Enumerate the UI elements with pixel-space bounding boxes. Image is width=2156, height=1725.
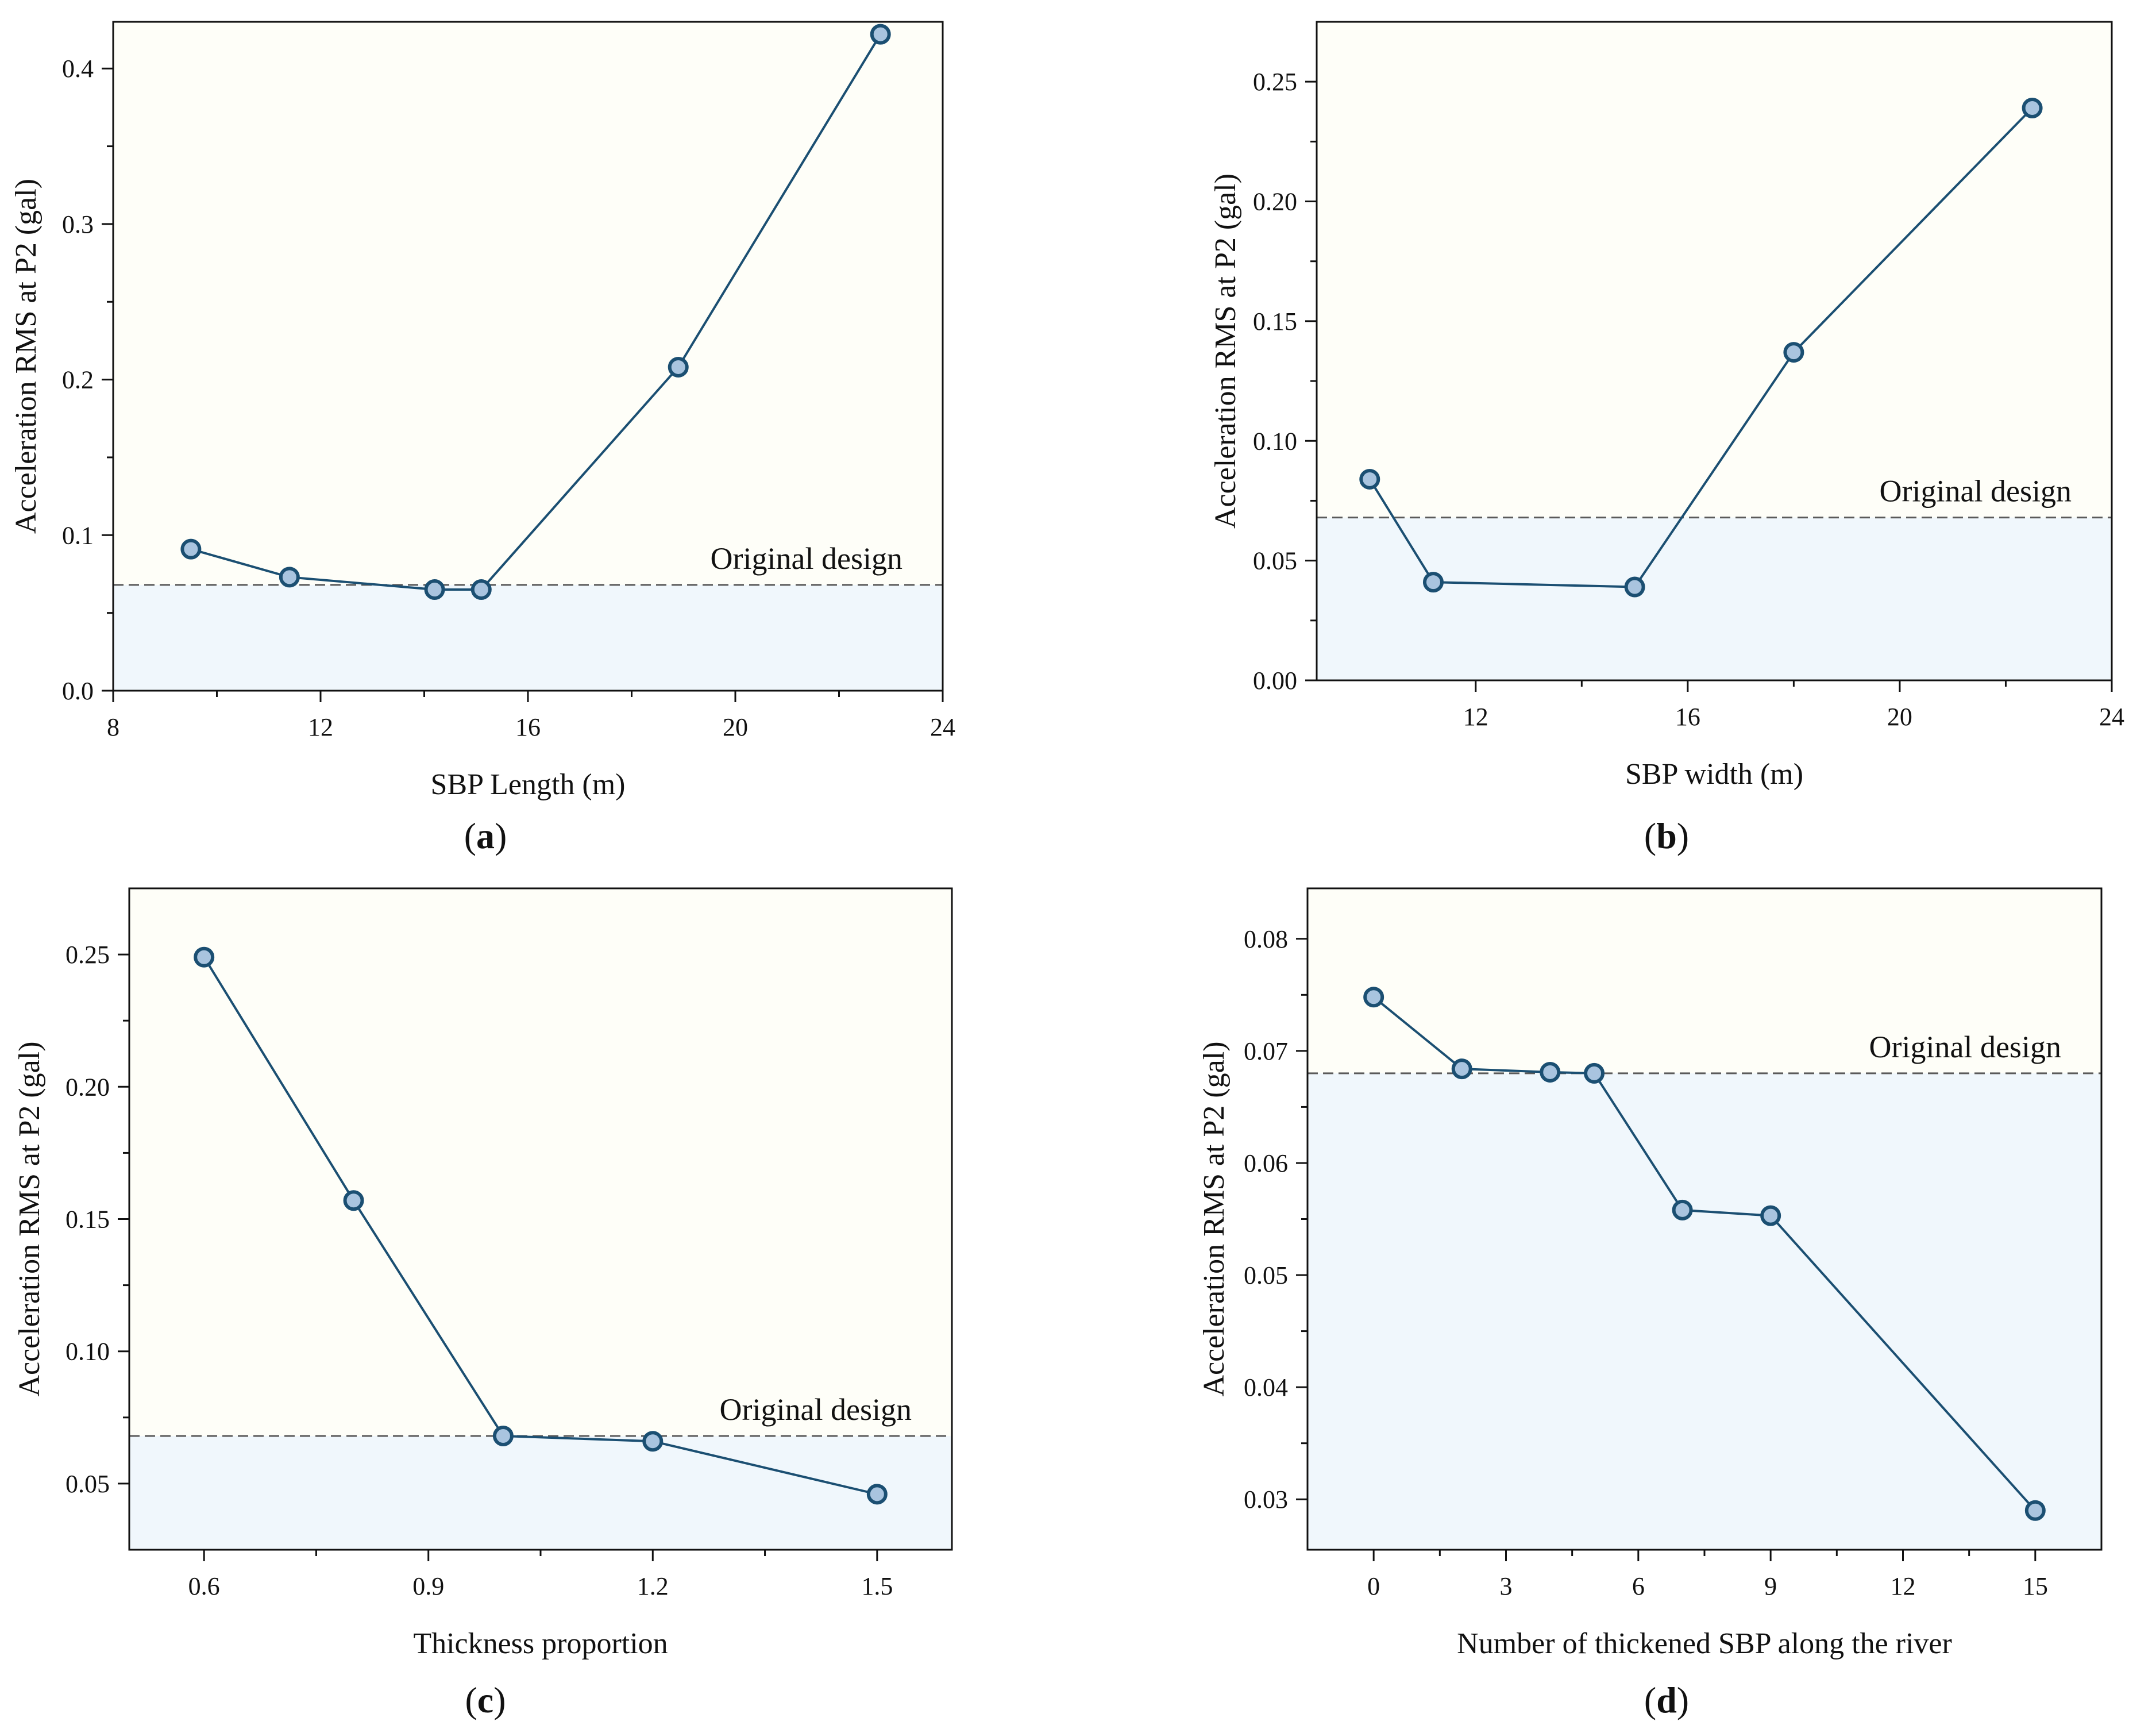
y-tick-label: 0.07 bbox=[1244, 1037, 1288, 1065]
y-tick-label: 0.06 bbox=[1244, 1149, 1288, 1177]
shaded-region-below-original bbox=[1317, 517, 2112, 680]
x-tick-label: 12 bbox=[1463, 703, 1488, 731]
original-design-label: Original design bbox=[720, 1392, 912, 1427]
y-tick-label: 0.25 bbox=[65, 941, 110, 969]
y-axis-label: Acceleration RMS at P2 (gal) bbox=[10, 179, 43, 534]
y-tick-label: 0.04 bbox=[1244, 1373, 1288, 1401]
x-tick-label: 6 bbox=[1632, 1572, 1645, 1600]
shaded-region-below-original bbox=[1308, 1073, 2101, 1550]
x-tick-label: 24 bbox=[2099, 703, 2124, 731]
x-tick-label: 24 bbox=[930, 713, 955, 741]
data-point bbox=[2022, 98, 2043, 119]
y-tick-label: 0.00 bbox=[1253, 667, 1297, 695]
x-tick-label: 9 bbox=[1764, 1572, 1777, 1600]
data-point bbox=[1363, 987, 1384, 1008]
y-axis-label: Acceleration RMS at P2 (gal) bbox=[13, 1041, 46, 1396]
original-design-label: Original design bbox=[711, 541, 902, 576]
data-point bbox=[1783, 342, 1804, 363]
x-tick-label: 12 bbox=[308, 713, 333, 741]
data-point bbox=[642, 1431, 664, 1452]
data-point bbox=[2024, 1500, 2046, 1521]
y-tick-label: 0.1 bbox=[62, 521, 94, 549]
data-point bbox=[1451, 1058, 1472, 1080]
x-tick-label: 20 bbox=[1887, 703, 1912, 731]
x-tick-label: 16 bbox=[515, 713, 541, 741]
data-point bbox=[470, 579, 492, 600]
x-tick-label: 0.6 bbox=[188, 1572, 220, 1600]
y-tick-label: 0.05 bbox=[65, 1470, 110, 1498]
x-axis-label: SBP Length (m) bbox=[431, 768, 626, 801]
shaded-region-below-original bbox=[113, 584, 943, 691]
data-point bbox=[424, 579, 445, 600]
y-tick-label: 0.08 bbox=[1244, 925, 1288, 953]
x-tick-label: 0.9 bbox=[412, 1572, 444, 1600]
y-tick-label: 0.2 bbox=[62, 366, 94, 394]
y-tick-label: 0.10 bbox=[1253, 427, 1297, 455]
panel-tag: (c) bbox=[465, 1680, 506, 1720]
original-design-label: Original design bbox=[1880, 474, 2072, 509]
y-tick-label: 0.10 bbox=[65, 1338, 110, 1366]
data-point bbox=[343, 1190, 364, 1211]
y-tick-label: 0.15 bbox=[65, 1206, 110, 1234]
x-axis-label: Number of thickened SBP along the river bbox=[1457, 1627, 1952, 1660]
x-axis-label: SBP width (m) bbox=[1625, 758, 1803, 791]
panel-tag: (a) bbox=[464, 815, 507, 856]
y-tick-label: 0.25 bbox=[1253, 68, 1297, 96]
y-axis-label: Acceleration RMS at P2 (gal) bbox=[1198, 1041, 1231, 1396]
y-tick-label: 0.05 bbox=[1244, 1261, 1288, 1289]
data-point bbox=[194, 946, 215, 968]
upper-region bbox=[113, 22, 943, 585]
data-point bbox=[866, 1484, 888, 1505]
data-point bbox=[492, 1426, 514, 1447]
panel-b: Original design 12 16 20 24 0.00 0.05 0.10 0.15 0… bbox=[1209, 21, 2124, 856]
y-tick-label: 0.20 bbox=[65, 1073, 110, 1101]
upper-region bbox=[129, 888, 952, 1437]
x-tick-label: 3 bbox=[1500, 1572, 1513, 1600]
data-point bbox=[668, 356, 689, 378]
panel-tag: (d) bbox=[1644, 1680, 1689, 1720]
x-tick-label: 0 bbox=[1367, 1572, 1380, 1600]
x-tick-label: 15 bbox=[2023, 1572, 2048, 1600]
x-tick-label: 1.5 bbox=[861, 1572, 893, 1600]
y-axis-label: Acceleration RMS at P2 (gal) bbox=[1209, 174, 1242, 529]
data-point bbox=[1540, 1061, 1561, 1083]
data-point bbox=[1672, 1199, 1693, 1220]
y-tick-label: 0.20 bbox=[1253, 188, 1297, 216]
x-tick-label: 1.2 bbox=[637, 1572, 669, 1600]
x-axis-label: Thickness proportion bbox=[413, 1627, 668, 1660]
data-point bbox=[1584, 1062, 1605, 1084]
upper-region bbox=[1308, 888, 2101, 1073]
x-tick-label: 20 bbox=[723, 713, 748, 741]
x-tick-label: 8 bbox=[107, 713, 119, 741]
panel-d: Original design 0 3 6 9 12 15 0.03 0.04 0.05 0.06 0… bbox=[1198, 887, 2103, 1720]
data-point bbox=[1359, 468, 1380, 490]
y-tick-label: 0.3 bbox=[62, 210, 94, 238]
panel-tag: (b) bbox=[1644, 815, 1689, 856]
data-point bbox=[279, 567, 300, 588]
x-tick-label: 16 bbox=[1675, 703, 1700, 731]
original-design-label: Original design bbox=[1869, 1030, 2061, 1064]
data-point bbox=[180, 538, 202, 560]
shaded-region-below-original bbox=[129, 1436, 952, 1550]
upper-region bbox=[1317, 22, 2112, 518]
x-tick-label: 12 bbox=[1891, 1572, 1916, 1600]
y-tick-label: 0.05 bbox=[1253, 547, 1297, 575]
plot-frame bbox=[1316, 21, 2113, 681]
panel-a: Original design 8 12 16 20 24 0.0 0.1 0.2 0.3 0.4 S… bbox=[10, 21, 955, 856]
data-point bbox=[870, 24, 891, 45]
y-tick-label: 0.03 bbox=[1244, 1485, 1288, 1514]
y-tick-label: 0.0 bbox=[62, 677, 94, 705]
series-line bbox=[190, 33, 882, 591]
y-tick-label: 0.4 bbox=[62, 55, 94, 83]
panel-c: Original design 0.6 0.9 1.2 1.5 0.05 0.10 0.15 0… bbox=[13, 887, 953, 1720]
data-point bbox=[1422, 572, 1444, 593]
y-tick-label: 0.15 bbox=[1253, 307, 1297, 336]
data-point bbox=[1624, 576, 1645, 598]
data-point bbox=[1760, 1205, 1781, 1226]
